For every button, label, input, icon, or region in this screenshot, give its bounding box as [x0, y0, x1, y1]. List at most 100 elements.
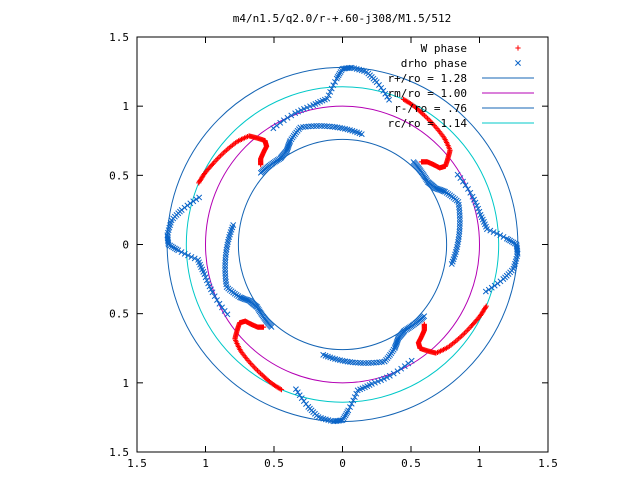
- drho-outer-point-arm0-pt34: [188, 254, 195, 260]
- w-phase-series: [196, 96, 489, 393]
- y-tick-label-3: 0: [122, 239, 129, 252]
- drho-outer-point-arm0-pt30: [175, 247, 182, 254]
- x-tick-label-0: 1.5: [127, 457, 147, 470]
- drho-outer-point-arm3-pt49: [288, 112, 295, 119]
- chart-title: m4/n1.5/q2.0/r-+.60-j308/M1.5/512: [233, 12, 452, 25]
- y-axis-ticks: 1.5 1 0.5 0 0.5 1 1.5: [109, 31, 548, 459]
- drho-point-arm0-pt17: [316, 123, 323, 129]
- w-point-arm3-pt87: [402, 97, 408, 103]
- drho-outer-point-arm2-pt45: [473, 202, 480, 209]
- drho-outer-point-arm0-pt32: [181, 250, 188, 257]
- drho-outer-point-arm0-pt45: [205, 280, 212, 287]
- w-point-arm3-pt88: [400, 96, 407, 102]
- drho-outer-point-arm2-pt2: [488, 284, 495, 291]
- drho-outer-point-arm2-pt44: [475, 205, 482, 212]
- reference-circle-1: [205, 105, 480, 384]
- drho-outer-point-arm1-pt3: [298, 395, 305, 402]
- drho-point-arm1-pt18: [222, 267, 229, 274]
- drho-outer-point-arm3-pt31: [332, 78, 338, 85]
- drho-outer-point-arm1-pt46: [381, 375, 387, 382]
- plot-frame: [136, 36, 549, 453]
- drho-point-arm3-pt17: [456, 217, 463, 224]
- drho-outer-point-arm3-pt28: [335, 72, 342, 79]
- drho-outer-point-arm3-pt46: [298, 107, 304, 114]
- drho-point-arm2-pt16: [360, 360, 367, 366]
- drho-outer-point-arm1-pt48: [386, 372, 393, 379]
- drho-point-arm3-pt19: [456, 212, 463, 219]
- drho-point-arm3-pt16: [456, 220, 463, 227]
- drho-outer-point-arm1-pt2: [296, 392, 303, 399]
- drho-outer-point-arm3-pt1: [384, 93, 391, 100]
- drho-outer-point-arm3-pt48: [292, 110, 299, 117]
- w-point-arm1-pt88: [278, 387, 285, 393]
- drho-outer-point-arm0-pt2: [190, 198, 197, 205]
- drho-outer-point-arm2-pt32: [497, 232, 504, 239]
- drho-point-arm1-pt16: [222, 262, 229, 269]
- drho-outer-point-arm0-pt43: [202, 274, 209, 281]
- drho-outer-point-arm2-pt29: [505, 236, 512, 243]
- drho-outer-point-arm2-pt31: [500, 233, 507, 240]
- drho-outer-point-arm3-pt51: [280, 117, 287, 124]
- drho-point-arm2-pt18: [365, 360, 372, 366]
- drho-outer-point-arm2-pt34: [490, 229, 497, 235]
- drho-outer-point-arm2-pt51: [462, 182, 469, 189]
- drho-outer-point-arm2-pt49: [467, 189, 474, 196]
- y-tick-label-4: 0.5: [109, 308, 129, 321]
- drho-outer-point-arm1-pt28: [343, 410, 350, 417]
- drho-point-arm0-pt16: [318, 123, 325, 129]
- drho-outer-point-arm0-pt46: [206, 283, 213, 290]
- drho-outer-point-arm0-pt44: [203, 277, 210, 284]
- drho-outer-point-arm3-pt3: [380, 87, 387, 94]
- drho-point-arm1-pt64: [268, 324, 275, 330]
- drho-point-arm2-pt17: [362, 360, 369, 366]
- drho-outer-point-arm2-pt52: [460, 178, 466, 185]
- drho-outer-point-arm3-pt50: [284, 114, 291, 121]
- legend-label-0: W phase: [421, 42, 467, 55]
- drho-outer-point-arm3-pt42: [310, 102, 317, 109]
- drho-outer-point-arm1-pt33: [350, 397, 357, 404]
- w-point-arm1-pt87: [277, 386, 283, 392]
- drho-outer-point-arm2-pt48: [469, 193, 476, 200]
- drho-phase-series: [164, 64, 521, 425]
- drho-outer-point-arm1-pt49: [390, 370, 397, 377]
- x-tick-label-1: 1: [202, 457, 209, 470]
- reference-circle-3: [185, 86, 500, 403]
- drho-point-arm3-pt18: [456, 215, 463, 222]
- y-tick-label-0: 1.5: [109, 31, 129, 44]
- drho-outer-point-arm3-pt45: [301, 105, 307, 112]
- drho-outer-point-arm0-pt1: [193, 196, 200, 203]
- legend-label-5: rc/ro = 1.14: [388, 117, 468, 130]
- drho-outer-point-arm1-pt47: [383, 374, 390, 381]
- drho-outer-point-arm1-pt29: [344, 409, 351, 415]
- drho-outer-point-arm3-pt43: [307, 103, 314, 110]
- drho-outer-point-arm2-pt46: [472, 199, 479, 206]
- x-axis-ticks: 1.5 1 0.5 0 0.5 1 1.5: [127, 37, 558, 470]
- drho-outer-point-arm1-pt32: [348, 400, 355, 407]
- drho-outer-point-arm3-pt54: [270, 125, 277, 132]
- x-tick-label-2: 0.5: [264, 457, 284, 470]
- drho-outer-point-arm0-pt42: [201, 271, 208, 278]
- drho-outer-point-arm2-pt1: [485, 286, 492, 293]
- w-point-arm2-pt88: [483, 303, 489, 309]
- drho-outer-point-arm0-pt50: [214, 297, 220, 303]
- drho-outer-point-arm1-pt44: [375, 378, 381, 385]
- drho-point-arm1-pt19: [222, 270, 229, 277]
- drho-outer-point-arm2-pt33: [493, 230, 500, 237]
- drho-outer-point-arm2-pt30: [503, 235, 510, 242]
- drho-point-arm2-pt64: [421, 313, 428, 320]
- chart-legend: W phase drho phase r+/ro = 1.28 rm/ro = 1.0…: [388, 42, 534, 130]
- drho-outer-point-arm0-pt29: [173, 246, 180, 253]
- drho-outer-point-arm1-pt45: [378, 377, 384, 384]
- y-tick-label-5: 1: [122, 377, 129, 390]
- drho-outer-point-arm2-pt0: [482, 288, 489, 295]
- drho-outer-point-arm3-pt29: [334, 74, 341, 80]
- drho-outer-point-arm3-pt2: [382, 90, 389, 97]
- drho-outer-point-arm0-pt52: [219, 304, 225, 311]
- legend-label-2: r+/ro = 1.28: [388, 72, 467, 85]
- drho-outer-point-arm1-pt50: [394, 368, 401, 375]
- x-tick-label-5: 1: [476, 457, 483, 470]
- x-tick-label-3: 0: [339, 457, 346, 470]
- drho-point-arm2-pt15: [357, 359, 364, 366]
- x-tick-label-4: 0.5: [401, 457, 421, 470]
- w-point-arm0-pt87: [196, 179, 203, 185]
